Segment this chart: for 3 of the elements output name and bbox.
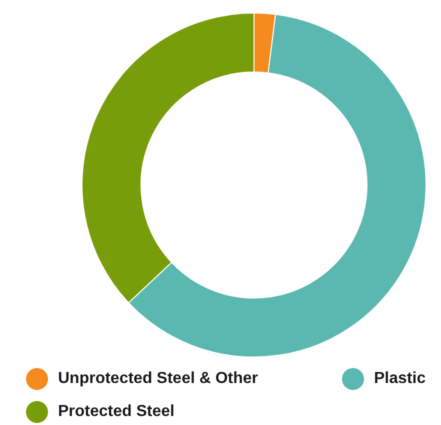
legend-label: Plastic — [374, 370, 426, 388]
legend-label: Unprotected Steel & Other — [58, 370, 258, 388]
legend-label: Protected Steel — [58, 403, 174, 421]
